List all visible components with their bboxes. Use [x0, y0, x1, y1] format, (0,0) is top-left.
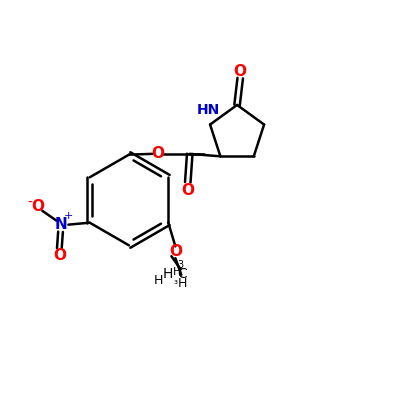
Text: O: O — [181, 184, 194, 198]
Text: O: O — [151, 146, 164, 161]
Text: HN: HN — [196, 104, 220, 118]
Text: H: H — [162, 267, 173, 281]
Text: H: H — [178, 277, 187, 290]
Text: O: O — [234, 64, 247, 78]
Text: C: C — [178, 267, 187, 281]
Text: 3: 3 — [178, 260, 184, 270]
Text: O: O — [169, 244, 182, 258]
Text: O: O — [53, 248, 66, 263]
Text: H: H — [173, 266, 182, 276]
Text: O: O — [31, 200, 44, 214]
Text: +: + — [64, 211, 73, 221]
Text: H: H — [154, 274, 164, 287]
Text: ₃: ₃ — [174, 276, 178, 286]
Text: -: - — [27, 196, 32, 210]
Text: N: N — [55, 217, 68, 232]
